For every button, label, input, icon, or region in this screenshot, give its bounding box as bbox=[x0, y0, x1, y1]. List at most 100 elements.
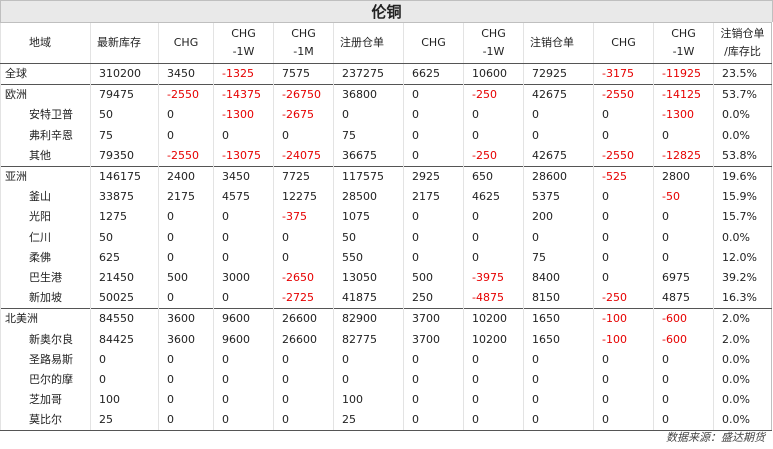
port-name-cell: 弗利辛恩 bbox=[0, 125, 91, 146]
column-header-line: 注销仓单 bbox=[720, 27, 765, 40]
value-cell: 0 bbox=[213, 247, 274, 268]
value-cell: 42675 bbox=[523, 145, 594, 167]
value-cell: 72925 bbox=[523, 63, 594, 85]
port-row: 新加坡 50025 0 0 -2725 41875 250 -4875 8150 -250 4875… bbox=[0, 288, 772, 309]
port-row: 釜山 33875 2175 4575 12275 28500 2175 4625 5375 0 -5… bbox=[0, 187, 772, 208]
value-cell: 0 bbox=[463, 105, 524, 126]
value-cell: 0 bbox=[463, 207, 524, 228]
value-cell: 0 bbox=[273, 390, 334, 411]
value-cell: 50025 bbox=[90, 288, 159, 309]
value-cell: 0 bbox=[403, 410, 464, 432]
value-cell: 84425 bbox=[90, 329, 159, 350]
value-cell: -100 bbox=[593, 329, 654, 350]
value-cell: 2175 bbox=[403, 187, 464, 208]
value-cell: 0 bbox=[213, 125, 274, 146]
value-cell: 10200 bbox=[463, 329, 524, 350]
value-cell: 0.0% bbox=[713, 227, 772, 248]
value-cell: 53.7% bbox=[713, 84, 772, 106]
value-cell: -2650 bbox=[273, 267, 334, 289]
port-name-cell: 新奥尔良 bbox=[0, 329, 91, 350]
value-cell: 0 bbox=[403, 125, 464, 146]
value-cell: 0 bbox=[158, 410, 214, 432]
value-cell: 50 bbox=[90, 105, 159, 126]
value-cell: 0 bbox=[593, 410, 654, 432]
value-cell: 0 bbox=[593, 207, 654, 228]
value-cell: -11925 bbox=[653, 63, 714, 85]
region-row: 全球 310200 3450 -1325 7575 237275 6625 10600 7292… bbox=[0, 63, 772, 85]
port-name-cell: 安特卫普 bbox=[0, 105, 91, 126]
value-cell: 0 bbox=[463, 247, 524, 268]
value-cell: 0 bbox=[333, 349, 404, 370]
value-cell: 0 bbox=[403, 247, 464, 268]
port-name-cell: 仁川 bbox=[0, 227, 91, 248]
value-cell: 3700 bbox=[403, 308, 464, 330]
value-cell: -1300 bbox=[653, 105, 714, 126]
value-cell: 0 bbox=[653, 349, 714, 370]
column-header-line: CHG bbox=[173, 36, 199, 49]
port-name-cell: 巴尔的摩 bbox=[0, 369, 91, 390]
value-cell: 2925 bbox=[403, 165, 464, 188]
port-row: 安特卫普 50 0 -1300 -2675 0 0 0 0 0 -1300 0.0% bbox=[0, 105, 772, 126]
value-cell: 75 bbox=[523, 247, 594, 268]
value-cell: 0 bbox=[593, 125, 654, 146]
value-cell: 50 bbox=[90, 227, 159, 248]
value-cell: 2.0% bbox=[713, 329, 772, 350]
value-cell: 4625 bbox=[463, 187, 524, 208]
value-cell: 23.5% bbox=[713, 63, 772, 85]
value-cell: -2725 bbox=[273, 288, 334, 309]
column-header: 注册仓单 bbox=[333, 22, 404, 64]
value-cell: -525 bbox=[593, 165, 654, 188]
value-cell: 75 bbox=[333, 125, 404, 146]
value-cell: 0.0% bbox=[713, 105, 772, 126]
value-cell: 50 bbox=[333, 227, 404, 248]
region-name-cell: 全球 bbox=[0, 63, 91, 85]
port-name-cell: 柔佛 bbox=[0, 247, 91, 268]
value-cell: 0 bbox=[403, 390, 464, 411]
value-cell: 41875 bbox=[333, 288, 404, 309]
value-cell: 0 bbox=[158, 125, 214, 146]
value-cell: -250 bbox=[463, 84, 524, 106]
value-cell: 0.0% bbox=[713, 410, 772, 432]
port-row: 柔佛 625 0 0 0 550 0 0 75 0 0 12.0% bbox=[0, 247, 772, 268]
value-cell: 79350 bbox=[90, 145, 159, 167]
port-name-cell: 光阳 bbox=[0, 207, 91, 228]
value-cell: 0 bbox=[463, 410, 524, 432]
value-cell: -2675 bbox=[273, 105, 334, 126]
region-name-cell: 欧洲 bbox=[0, 84, 91, 106]
value-cell: -13075 bbox=[213, 145, 274, 167]
region-name-cell: 亚洲 bbox=[0, 165, 91, 188]
value-cell: 0 bbox=[463, 369, 524, 390]
value-cell: 200 bbox=[523, 207, 594, 228]
value-cell: 0 bbox=[593, 349, 654, 370]
table-body: 全球 310200 3450 -1325 7575 237275 6625 10600 7292… bbox=[0, 63, 772, 432]
column-header-line: -1W bbox=[482, 45, 505, 58]
value-cell: 0 bbox=[593, 267, 654, 289]
value-cell: 0 bbox=[403, 84, 464, 106]
value-cell: 0 bbox=[213, 369, 274, 390]
column-header-line: CHG bbox=[481, 27, 506, 40]
value-cell: 0 bbox=[273, 369, 334, 390]
value-cell: -50 bbox=[653, 187, 714, 208]
port-name-cell: 其他 bbox=[0, 145, 91, 167]
value-cell: 84550 bbox=[90, 308, 159, 330]
value-cell: -1300 bbox=[213, 105, 274, 126]
value-cell: 10200 bbox=[463, 308, 524, 330]
value-cell: 2175 bbox=[158, 187, 214, 208]
value-cell: 6625 bbox=[403, 63, 464, 85]
value-cell: 0 bbox=[523, 390, 594, 411]
value-cell: 0 bbox=[273, 410, 334, 432]
value-cell: 0 bbox=[593, 187, 654, 208]
column-header: 注销仓单/库存比 bbox=[713, 22, 772, 64]
value-cell: 0 bbox=[273, 227, 334, 248]
value-cell: 25 bbox=[333, 410, 404, 432]
header-row: 地域 最新库存 CHG CHG -1W CHG -1M 注册仓单 CHG CHG -1W 注销仓单 CH… bbox=[0, 22, 772, 64]
value-cell: 0 bbox=[403, 207, 464, 228]
value-cell: 0 bbox=[273, 349, 334, 370]
value-cell: 0.0% bbox=[713, 349, 772, 370]
value-cell: 0 bbox=[653, 390, 714, 411]
value-cell: 0 bbox=[653, 207, 714, 228]
value-cell: 28500 bbox=[333, 187, 404, 208]
value-cell: 0 bbox=[523, 410, 594, 432]
value-cell: 0 bbox=[158, 369, 214, 390]
value-cell: 82775 bbox=[333, 329, 404, 350]
